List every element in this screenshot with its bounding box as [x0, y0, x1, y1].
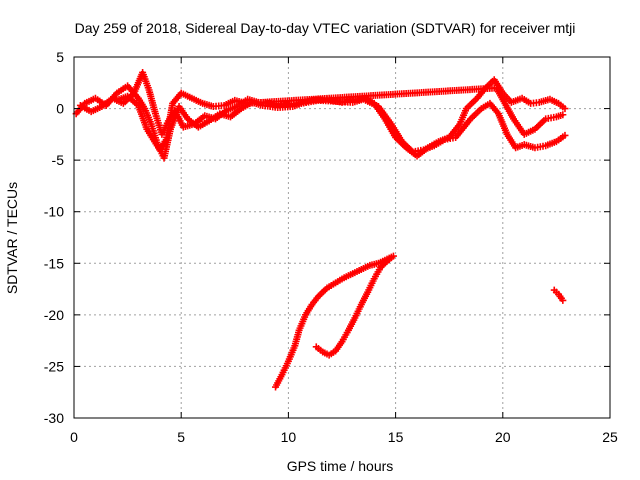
data-points	[72, 68, 569, 391]
chart-title: Day 259 of 2018, Sidereal Day-to-day VTE…	[75, 20, 576, 36]
plot-frame	[73, 56, 611, 419]
data-point	[559, 111, 567, 119]
y-axis-label: SDTVAR / TECUs	[4, 182, 20, 294]
data-point	[312, 343, 320, 351]
data-point	[561, 105, 569, 113]
data-point	[559, 296, 567, 304]
x-tick-label: 10	[281, 429, 297, 445]
series-1	[76, 68, 569, 156]
y-tick-label: -20	[44, 307, 64, 323]
series-2	[113, 84, 567, 154]
x-axis-label: GPS time / hours	[287, 458, 394, 474]
x-tick-label: 15	[388, 429, 404, 445]
x-tick-label: 25	[602, 429, 618, 445]
axis-ticks: 0 5 10 15 20 25 5 0 -5 -10 -15 -20 -25 -30	[44, 49, 618, 445]
y-tick-label: -10	[44, 204, 64, 220]
x-tick-label: 0	[70, 429, 78, 445]
y-tick-label: -5	[52, 152, 65, 168]
y-tick-label: -30	[44, 410, 64, 426]
y-tick-label: 0	[56, 101, 64, 117]
data-point	[561, 131, 569, 139]
x-tick-label: 5	[177, 429, 185, 445]
series-3	[272, 252, 397, 391]
y-tick-label: 5	[56, 49, 64, 65]
y-tick-label: -25	[44, 358, 64, 374]
series-4	[550, 286, 567, 304]
x-tick-label: 20	[495, 429, 511, 445]
y-tick-label: -15	[44, 255, 64, 271]
